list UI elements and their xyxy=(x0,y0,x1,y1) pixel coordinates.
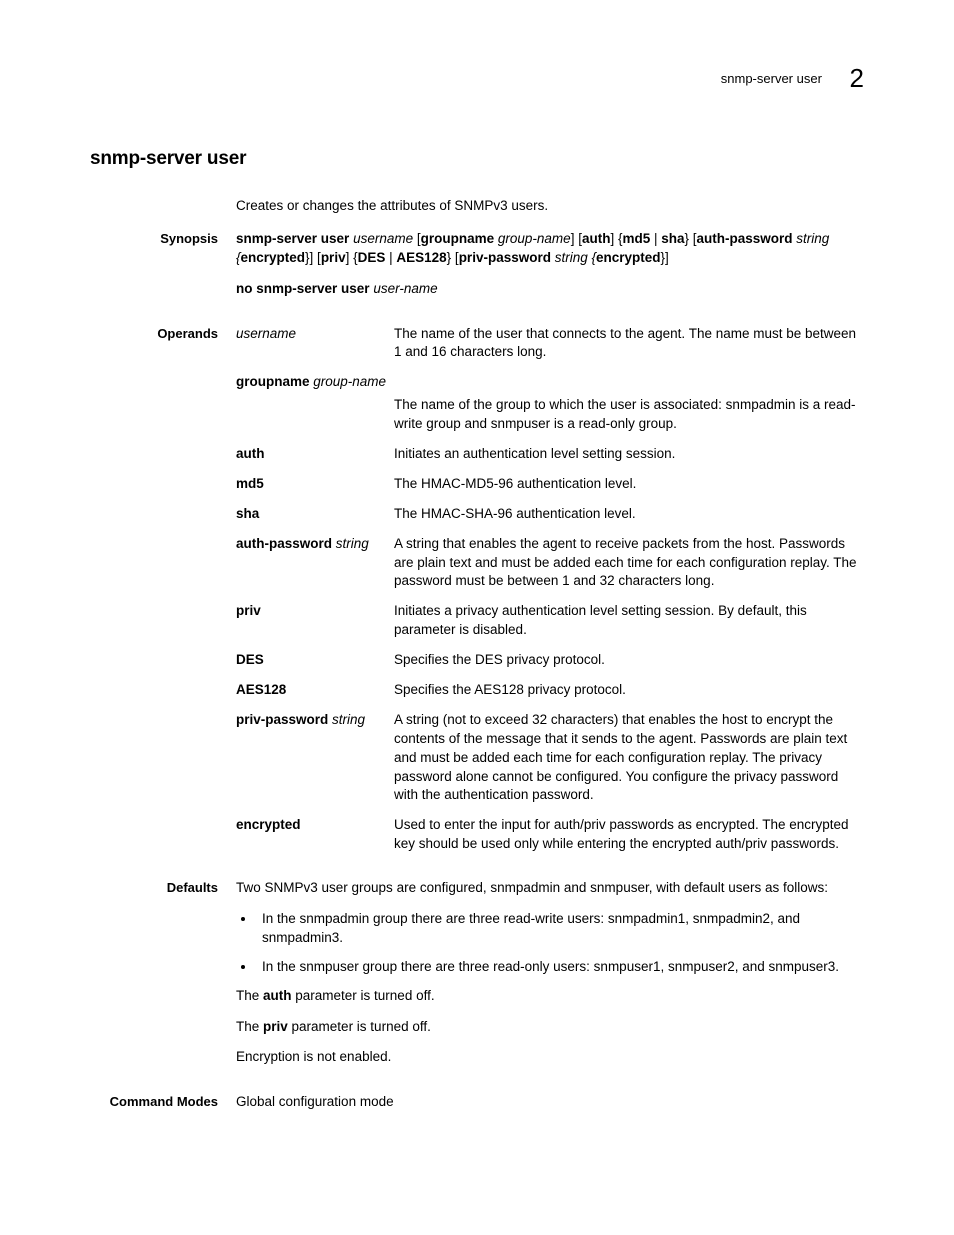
command-modes-text: Global configuration mode xyxy=(236,1093,864,1112)
defaults-label: Defaults xyxy=(90,879,236,1079)
operand-def: Specifies the AES128 privacy protocol. xyxy=(394,681,864,700)
operand-def: The HMAC-MD5-96 authentication level. xyxy=(394,475,864,494)
operand-term: encrypted xyxy=(236,816,394,854)
chapter-number: 2 xyxy=(850,63,864,93)
running-title: snmp-server user xyxy=(721,71,822,86)
defaults-p3: Encryption is not enabled. xyxy=(236,1048,864,1067)
operand-term: DES xyxy=(236,651,394,670)
operand-row: authInitiates an authentication level se… xyxy=(236,445,864,464)
operand-term: priv xyxy=(236,602,394,640)
operand-term: sha xyxy=(236,505,394,524)
operand-def: A string (not to exceed 32 characters) t… xyxy=(394,711,864,805)
operand-def: Used to enter the input for auth/priv pa… xyxy=(394,816,864,854)
defaults-bullets: In the snmpadmin group there are three r… xyxy=(236,910,864,977)
operand-row: usernameThe name of the user that connec… xyxy=(236,325,864,363)
defaults-intro: Two SNMPv3 user groups are configured, s… xyxy=(236,879,864,898)
intro-text: Creates or changes the attributes of SNM… xyxy=(236,197,864,216)
defaults-p2: The priv parameter is turned off. xyxy=(236,1018,864,1037)
operand-term: groupname group-name xyxy=(236,373,864,392)
operand-row: priv-password stringA string (not to exc… xyxy=(236,711,864,805)
operand-def: The HMAC-SHA-96 authentication level. xyxy=(394,505,864,524)
list-item: In the snmpuser group there are three re… xyxy=(256,958,864,977)
command-modes-label: Command Modes xyxy=(90,1093,236,1112)
defaults-p1: The auth parameter is turned off. xyxy=(236,987,864,1006)
operand-row: AES128Specifies the AES128 privacy proto… xyxy=(236,681,864,700)
synopsis-label: Synopsis xyxy=(90,230,236,311)
operands-label: Operands xyxy=(90,325,236,866)
page-title: snmp-server user xyxy=(90,146,864,173)
operand-def: Initiates a privacy authentication level… xyxy=(394,602,864,640)
operand-row: shaThe HMAC-SHA-96 authentication level. xyxy=(236,505,864,524)
operand-term: md5 xyxy=(236,475,394,494)
page: snmp-server user 2 snmp-server user Crea… xyxy=(0,0,954,1186)
synopsis-line-2: no snmp-server user user-name xyxy=(236,280,864,299)
operand-row: md5The HMAC-MD5-96 authentication level. xyxy=(236,475,864,494)
operand-term: AES128 xyxy=(236,681,394,700)
operand-term: priv-password string xyxy=(236,711,394,805)
command-modes-section: Command Modes Global configuration mode xyxy=(90,1093,864,1112)
defaults-section: Defaults Two SNMPv3 user groups are conf… xyxy=(90,879,864,1079)
intro-section: Creates or changes the attributes of SNM… xyxy=(90,197,864,216)
synopsis-section: Synopsis snmp-server user username [grou… xyxy=(90,230,864,311)
operand-term: username xyxy=(236,325,394,363)
operands-body: usernameThe name of the user that connec… xyxy=(236,325,864,866)
operand-row: The name of the group to which the user … xyxy=(236,396,864,434)
synopsis-body: snmp-server user username [groupname gro… xyxy=(236,230,864,311)
operand-def: The name of the user that connects to th… xyxy=(394,325,864,363)
operand-row: DESSpecifies the DES privacy protocol. xyxy=(236,651,864,670)
operand-def: A string that enables the agent to recei… xyxy=(394,535,864,592)
operand-def: Specifies the DES privacy protocol. xyxy=(394,651,864,670)
operands-section: Operands usernameThe name of the user th… xyxy=(90,325,864,866)
empty-label xyxy=(90,197,236,216)
operand-def: The name of the group to which the user … xyxy=(394,396,864,434)
list-item: In the snmpadmin group there are three r… xyxy=(256,910,864,948)
operand-def: Initiates an authentication level settin… xyxy=(394,445,864,464)
defaults-body: Two SNMPv3 user groups are configured, s… xyxy=(236,879,864,1079)
operand-row: encryptedUsed to enter the input for aut… xyxy=(236,816,864,854)
operand-row: auth-password stringA string that enable… xyxy=(236,535,864,592)
running-header: snmp-server user 2 xyxy=(90,60,864,96)
operand-row: privInitiates a privacy authentication l… xyxy=(236,602,864,640)
operand-term: auth xyxy=(236,445,394,464)
synopsis-line-1: snmp-server user username [groupname gro… xyxy=(236,230,864,268)
operand-term: auth-password string xyxy=(236,535,394,592)
